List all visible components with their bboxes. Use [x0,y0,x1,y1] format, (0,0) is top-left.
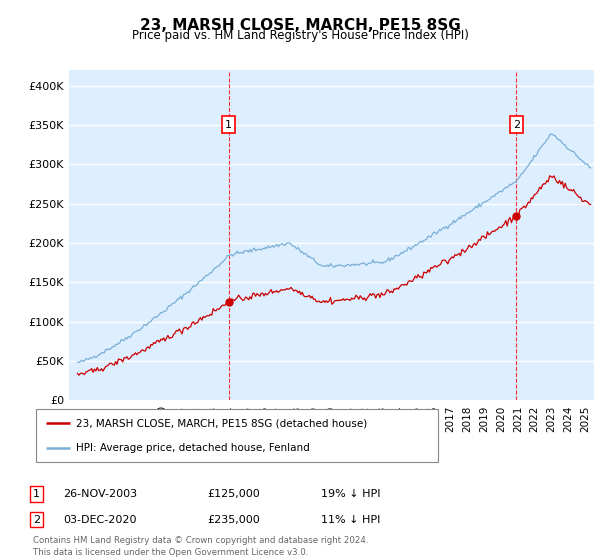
Text: HPI: Average price, detached house, Fenland: HPI: Average price, detached house, Fenl… [76,442,310,452]
Text: 03-DEC-2020: 03-DEC-2020 [63,515,137,525]
Text: 19% ↓ HPI: 19% ↓ HPI [321,489,380,499]
Text: 11% ↓ HPI: 11% ↓ HPI [321,515,380,525]
FancyBboxPatch shape [36,409,438,462]
Text: 1: 1 [33,489,40,499]
Text: £125,000: £125,000 [207,489,260,499]
Text: 26-NOV-2003: 26-NOV-2003 [63,489,137,499]
Text: Price paid vs. HM Land Registry's House Price Index (HPI): Price paid vs. HM Land Registry's House … [131,29,469,42]
Text: £235,000: £235,000 [207,515,260,525]
Text: 2: 2 [33,515,40,525]
Text: 1: 1 [225,119,232,129]
Text: 2: 2 [513,119,520,129]
Text: Contains HM Land Registry data © Crown copyright and database right 2024.
This d: Contains HM Land Registry data © Crown c… [33,536,368,557]
Text: 23, MARSH CLOSE, MARCH, PE15 8SG: 23, MARSH CLOSE, MARCH, PE15 8SG [140,18,460,33]
Text: 23, MARSH CLOSE, MARCH, PE15 8SG (detached house): 23, MARSH CLOSE, MARCH, PE15 8SG (detach… [76,418,367,428]
